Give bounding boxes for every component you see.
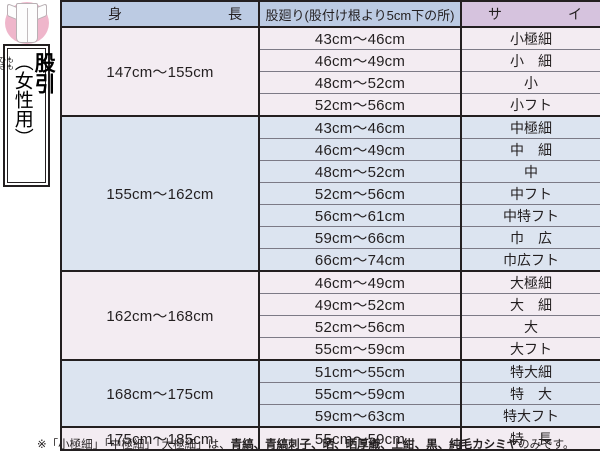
cell-size-name: 大極細	[460, 270, 600, 294]
cell-thigh-range: 46cm〜49cm	[258, 49, 462, 72]
product-name-plate-inner: 股引（女性用） もも ひき	[0, 48, 57, 183]
cell-size-name: 中	[460, 160, 600, 183]
cell-thigh-range: 55cm〜59cm	[258, 426, 462, 451]
product-sidebar: 股引（女性用） もも ひき	[0, 0, 60, 432]
cell-size-name: 小極細	[460, 26, 600, 50]
cell-thigh-range: 55cm〜59cm	[258, 337, 462, 361]
furigana-momo: もも	[6, 56, 15, 70]
column-header-size: サ イ ズ	[460, 0, 600, 28]
cell-size-name: 巾広フト	[460, 248, 600, 272]
cell-size-name: 中極細	[460, 115, 600, 139]
size-chart-body: 147cm〜155cm 43cm〜46cm 小極細 46cm〜49cm 小 細 48cm〜…	[60, 26, 600, 451]
size-chart-table: 身 長 股廻り(股付け根より5cm下の所) サ イ ズ 147cm〜155cm4…	[60, 0, 600, 451]
column-header-thigh-label: 股廻り(股付け根より5cm下の所)	[265, 7, 455, 23]
cell-size-name: 特大フト	[460, 404, 600, 428]
cell-thigh-range: 49cm〜52cm	[258, 293, 462, 316]
cell-size-name: 小 細	[460, 49, 600, 72]
cell-size-name: 大フト	[460, 337, 600, 361]
cell-size-name: 中特フト	[460, 204, 600, 227]
footnote-prefix: ※「小極細」「中極細」「大極細」は、	[37, 439, 231, 451]
table-row: 147cm〜155cm 43cm〜46cm 小極細	[60, 26, 600, 117]
cell-thigh-range: 46cm〜49cm	[258, 138, 462, 161]
product-name-plate: 股引（女性用） もも ひき	[0, 44, 57, 187]
cell-thigh-range: 52cm〜56cm	[258, 182, 462, 205]
cell-height-range: 168cm〜175cm	[60, 359, 260, 428]
table-row: 52cm〜56cm 小フト	[61, 93, 600, 117]
table-row: 52cm〜56cm 大	[61, 315, 600, 338]
cell-height-range: 175cm〜185cm	[60, 426, 260, 451]
table-row: 175cm〜185cm 55cm〜59cm 特 長	[60, 426, 600, 451]
footnote-materials: 青縞、青縞刺子、晒、晒厚織、上紺、黒、純毛カシミヤ	[230, 439, 519, 451]
cell-size-name: 特大細	[460, 359, 600, 383]
product-name-kanji-1: 股	[32, 52, 58, 73]
cell-thigh-range: 48cm〜52cm	[258, 71, 462, 94]
table-row: 168cm〜175cm 51cm〜55cm 特大細	[60, 359, 600, 428]
table-row: 66cm〜74cm 巾広フト	[61, 248, 600, 272]
product-name-furigana: もも ひき	[0, 56, 15, 108]
table-row: 59cm〜66cm 巾 広	[61, 226, 600, 249]
table-row: 55cm〜59cm 特 大	[61, 382, 600, 405]
table-row: 56cm〜61cm 中特フト	[61, 204, 600, 227]
cell-thigh-range: 48cm〜52cm	[258, 160, 462, 183]
cell-thigh-range: 56cm〜61cm	[258, 204, 462, 227]
cell-size-name: 大	[460, 315, 600, 338]
footnote-suffix: のみです。	[518, 439, 575, 451]
cell-size-name: 特 大	[460, 382, 600, 405]
cell-thigh-range: 43cm〜46cm	[258, 115, 462, 139]
cell-thigh-range: 43cm〜46cm	[258, 26, 462, 50]
garment-body	[16, 3, 38, 43]
cell-size-name: 巾 広	[460, 226, 600, 249]
product-name-vertical-text: 股引（女性用）	[11, 52, 58, 182]
cell-size-name: 特 長	[460, 426, 600, 451]
cell-size-name: 小	[460, 71, 600, 94]
cell-height-range: 155cm〜162cm	[60, 115, 260, 272]
table-row: 155cm〜162cm 43cm〜46cm 中極細	[60, 115, 600, 272]
garment-seam-line	[27, 8, 28, 42]
table-row: 162cm〜168cm 46cm〜49cm 大極細	[60, 270, 600, 361]
cell-thigh-range: 55cm〜59cm	[258, 382, 462, 405]
cell-thigh-range: 59cm〜63cm	[258, 404, 462, 428]
cell-thigh-range: 59cm〜66cm	[258, 226, 462, 249]
table-row: 52cm〜56cm 中フト	[61, 182, 600, 205]
table-row: 48cm〜52cm 中	[61, 160, 600, 183]
cell-size-name: 小フト	[460, 93, 600, 117]
column-header-height-label: 身 長	[108, 6, 288, 22]
product-name-kanji-2: 引	[32, 73, 58, 94]
footnote-note: ※「小極細」「中極細」「大極細」は、青縞、青縞刺子、晒、晒厚織、上紺、黒、純毛カ…	[37, 438, 593, 452]
furigana-hiki: ひき	[0, 56, 7, 70]
column-header-thigh: 股廻り(股付け根より5cm下の所)	[258, 0, 462, 28]
cell-height-range: 147cm〜155cm	[60, 26, 260, 117]
cell-thigh-range: 66cm〜74cm	[258, 248, 462, 272]
table-row: 48cm〜52cm 小	[61, 71, 600, 94]
cell-height-range: 162cm〜168cm	[60, 270, 260, 361]
cell-thigh-range: 51cm〜55cm	[258, 359, 462, 383]
table-row: 46cm〜49cm 小 細	[61, 49, 600, 72]
cell-thigh-range: 52cm〜56cm	[258, 315, 462, 338]
column-header-size-label: サ イ ズ	[488, 6, 600, 22]
product-name-suffix: （女性用）	[11, 52, 34, 147]
cell-size-name: 中フト	[460, 182, 600, 205]
cell-thigh-range: 46cm〜49cm	[258, 270, 462, 294]
cell-size-name: 大 細	[460, 293, 600, 316]
cell-thigh-range: 52cm〜56cm	[258, 93, 462, 117]
table-row: 59cm〜63cm 特大フト	[61, 404, 600, 428]
table-row: 46cm〜49cm 中 細	[61, 138, 600, 161]
momohiki-garment-illustration	[3, 1, 51, 45]
table-header-row: 身 長 股廻り(股付け根より5cm下の所) サ イ ズ	[60, 0, 600, 28]
cell-size-name: 中 細	[460, 138, 600, 161]
column-header-height: 身 長	[60, 0, 260, 28]
